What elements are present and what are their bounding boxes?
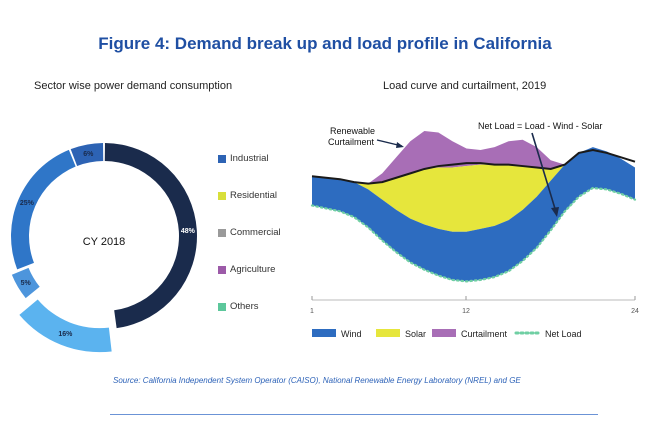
legend-swatch — [218, 228, 226, 237]
annotation-arrowhead — [396, 142, 404, 148]
legend-swatch-solar — [376, 329, 400, 337]
donut-slice-2 — [11, 267, 40, 299]
legend-item-commercial: Commercial — [218, 214, 281, 251]
wind-area — [312, 147, 635, 282]
annotation-curtailment: Renewable Curtailment — [328, 126, 375, 147]
legend-swatch-curtailment — [432, 329, 456, 337]
donut-slice-label: 5% — [21, 280, 32, 287]
legend-label-solar: Solar — [405, 329, 426, 339]
legend-label-wind: Wind — [341, 329, 362, 339]
donut-slice-4 — [70, 143, 104, 166]
footer-divider — [110, 414, 598, 415]
sector-legend: Industrial Residential Commercial Agricu… — [218, 140, 281, 325]
donut-slice-1 — [19, 299, 112, 353]
donut-slice-label: 16% — [58, 331, 73, 338]
load-chart-title: Load curve and curtailment, 2019 — [383, 80, 547, 92]
figure-title: Figure 4: Demand break up and load profi… — [98, 34, 552, 53]
legend-swatch — [218, 154, 226, 163]
annotation-arrowhead — [551, 207, 559, 217]
donut-slice-label: 25% — [20, 200, 35, 207]
donut-slice-label: 48% — [181, 228, 196, 235]
legend-swatch — [218, 265, 226, 274]
legend-item-others: Others — [218, 288, 281, 325]
legend-item-residential: Residential — [218, 177, 281, 214]
curtailment-area — [312, 131, 635, 184]
donut-chart: 48% 16% 5% 25% 6% CY 2018 — [11, 143, 197, 353]
legend-label: Agriculture — [230, 264, 276, 275]
legend-label: Others — [230, 301, 259, 312]
x-tick-label: 24 — [631, 308, 639, 315]
donut-center-label: CY 2018 — [83, 236, 126, 248]
x-tick-label: 12 — [462, 308, 470, 315]
legend-label-netload: Net Load — [545, 329, 582, 339]
annotation-netload: Net Load = Load - Wind - Solar — [478, 121, 602, 131]
legend-label: Commercial — [230, 227, 281, 238]
legend-item-industrial: Industrial — [218, 140, 281, 177]
legend-label-curtailment: Curtailment — [461, 329, 508, 339]
load-curve-chart: 1 12 24 Renewable Curtailment Net Load = … — [310, 121, 639, 339]
legend-swatch — [218, 191, 226, 200]
donut-chart-title: Sector wise power demand consumption — [34, 80, 233, 92]
x-tick-label: 1 — [310, 308, 314, 315]
donut-slice-3 — [11, 149, 76, 270]
legend-label: Residential — [230, 190, 277, 201]
donut-slice-label: 6% — [83, 151, 94, 158]
legend-swatch — [218, 302, 226, 311]
source-note: Source: California Independent System Op… — [113, 376, 521, 385]
net-load-line — [310, 186, 637, 283]
load-line — [311, 148, 636, 185]
donut-slice-0 — [104, 143, 197, 329]
legend-swatch-wind — [312, 329, 336, 337]
legend-label: Industrial — [230, 153, 269, 164]
legend-item-agriculture: Agriculture — [218, 251, 281, 288]
annotation-arrow — [531, 132, 557, 213]
